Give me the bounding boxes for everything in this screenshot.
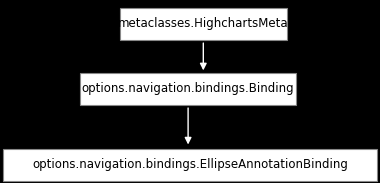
- Text: options.navigation.bindings.EllipseAnnotationBinding: options.navigation.bindings.EllipseAnnot…: [32, 158, 348, 171]
- Text: options.navigation.bindings.Binding: options.navigation.bindings.Binding: [82, 82, 294, 95]
- FancyBboxPatch shape: [80, 73, 296, 105]
- FancyBboxPatch shape: [120, 8, 287, 40]
- FancyBboxPatch shape: [3, 149, 377, 181]
- Text: metaclasses.HighchartsMeta: metaclasses.HighchartsMeta: [118, 17, 289, 30]
